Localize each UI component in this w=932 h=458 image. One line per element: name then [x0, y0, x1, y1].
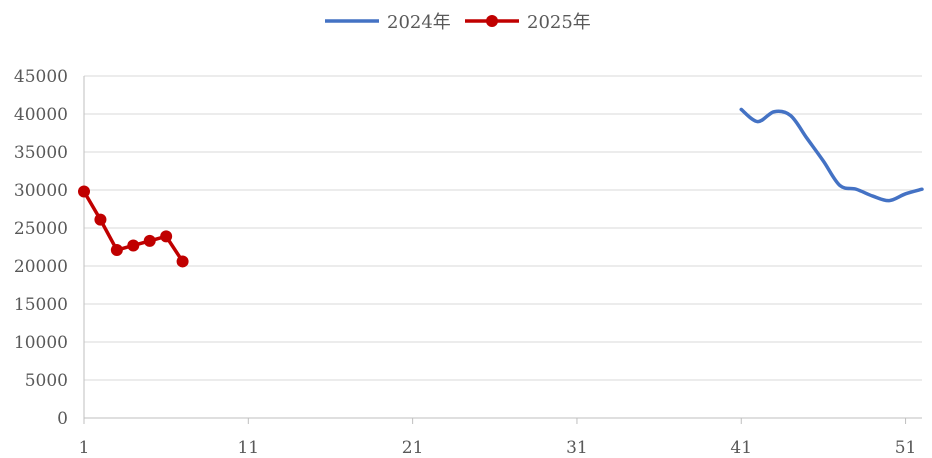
- y-tick-label: 10000: [14, 333, 68, 353]
- legend-label: 2025年: [527, 12, 591, 33]
- x-tick-label: 41: [730, 438, 752, 458]
- x-tick-label: 1: [79, 438, 90, 458]
- x-tick-label: 31: [566, 438, 588, 458]
- y-tick-label: 20000: [14, 257, 68, 277]
- series-2: [78, 185, 189, 268]
- data-point: [143, 234, 156, 247]
- y-axis-ticks: 0 5000 10000 15000 20000 25000 30000 35000 40000…: [14, 67, 68, 429]
- x-tick-label: 21: [402, 438, 424, 458]
- y-tick-label: 15000: [14, 295, 68, 315]
- series-line: [739, 107, 924, 203]
- x-tick-label: 11: [237, 438, 259, 458]
- series-1: [739, 107, 924, 203]
- y-tick-label: 5000: [25, 371, 68, 391]
- y-tick-label: 45000: [14, 67, 68, 87]
- y-tick-label: 40000: [14, 105, 68, 125]
- x-axis-ticks: 1 11 21 31 41 51: [79, 418, 917, 458]
- y-tick-label: 25000: [14, 219, 68, 239]
- data-point: [176, 255, 189, 268]
- data-point: [110, 244, 123, 257]
- y-tick-label: 0: [57, 409, 68, 429]
- y-tick-label: 30000: [14, 181, 68, 201]
- gridlines: [84, 75, 922, 381]
- legend-label: 2024年: [387, 12, 451, 33]
- data-point: [78, 185, 90, 198]
- x-tick-label: 51: [895, 438, 917, 458]
- data-point: [160, 230, 173, 243]
- legend: 2024年 2025年: [325, 12, 591, 33]
- axes: [83, 76, 922, 419]
- legend-item: 2024年: [325, 12, 451, 33]
- legend-swatch-marker: [486, 15, 498, 27]
- data-point: [127, 239, 140, 252]
- series-group: [78, 107, 924, 268]
- data-point: [94, 213, 107, 226]
- y-tick-label: 35000: [14, 143, 68, 163]
- legend-item: 2025年: [465, 12, 591, 33]
